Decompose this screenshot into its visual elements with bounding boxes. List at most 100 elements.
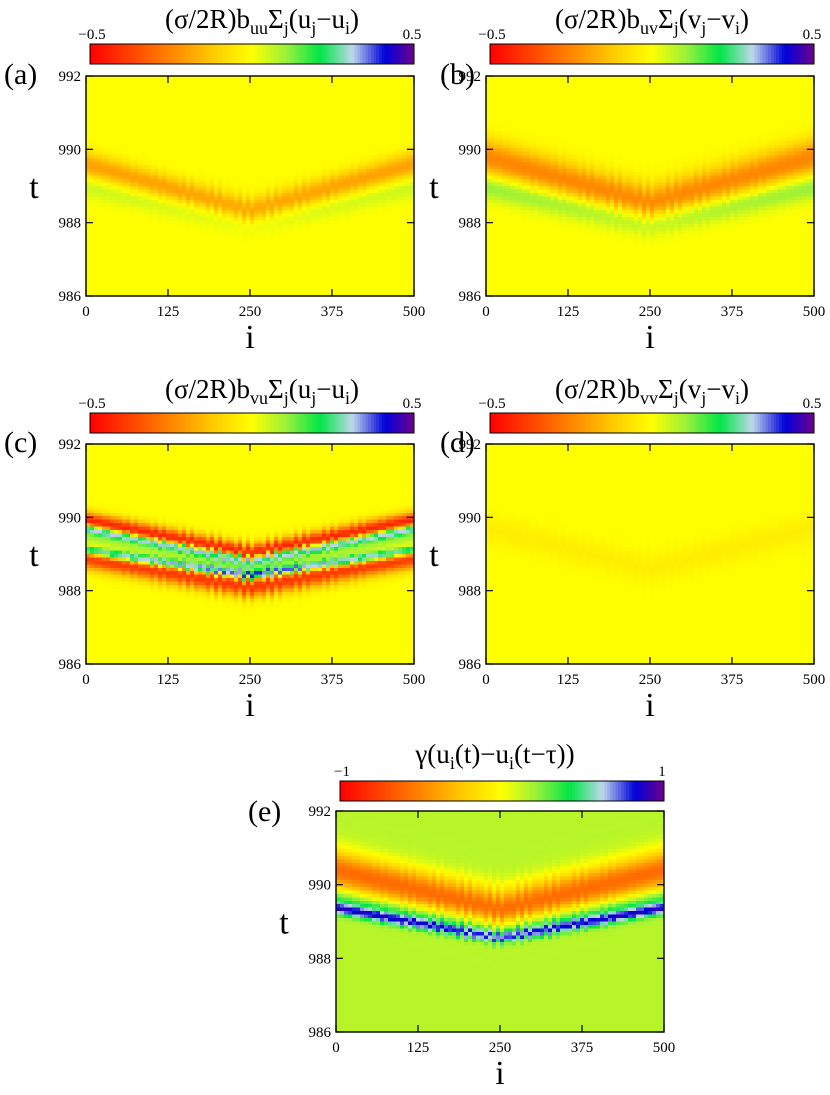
title-part-p3: ) (740, 4, 749, 34)
x-tick-label: 0 (482, 672, 490, 688)
x-tick-label: 500 (403, 672, 426, 688)
x-tick-label: 0 (82, 672, 90, 688)
y-tick-label: 988 (459, 584, 482, 600)
x-tick-label: 375 (721, 672, 744, 688)
panel-title: (σ/2R)buuΣj(uj−ui) (165, 4, 359, 38)
title-part-lead: (σ/2R)b (555, 374, 640, 404)
colorbar-max-label: 1 (658, 764, 666, 780)
title-part-p3: ) (740, 374, 749, 404)
heatmap-field (486, 76, 815, 297)
title-part-p1: (v (679, 4, 702, 34)
panel-label: (d) (440, 426, 475, 459)
title-part-lead: (σ/2R)b (165, 374, 250, 404)
y-tick-label: 992 (59, 437, 82, 453)
y-tick-label: 990 (459, 142, 482, 158)
title-part-sub1: vu (250, 388, 268, 408)
title-part-p2: −u (316, 4, 345, 34)
y-tick-label: 990 (59, 510, 82, 526)
title-part-p1: (u (289, 4, 312, 34)
x-axis-label: i (495, 1055, 504, 1092)
x-tick-label: 125 (557, 672, 580, 688)
heatmap-field (336, 811, 665, 1033)
colorbar-max-label: 0.5 (403, 396, 422, 412)
panel-label: (c) (4, 426, 37, 459)
x-tick-label: 500 (803, 304, 826, 320)
y-tick-label: 986 (459, 657, 482, 673)
x-tick-label: 125 (557, 304, 580, 320)
title-part-p2: −v (706, 374, 735, 404)
title-part-lead: γ(u (414, 739, 450, 769)
heatmap-field (86, 76, 415, 297)
title-part-p2: −u (316, 374, 345, 404)
x-tick-label: 375 (571, 1040, 594, 1056)
x-tick-label: 375 (721, 304, 744, 320)
y-tick-label: 992 (59, 69, 82, 85)
panel-title: γ(ui(t)−ui(t−τ)) (414, 739, 574, 773)
title-part-sym: (t)−u (455, 739, 510, 769)
y-tick-label: 986 (459, 289, 482, 305)
colorbar (90, 44, 415, 64)
y-tick-label: 988 (59, 216, 82, 232)
panel-label: (a) (4, 58, 37, 91)
x-axis-label: i (645, 319, 654, 356)
heatmap-field (486, 444, 815, 665)
y-tick-label: 990 (59, 142, 82, 158)
panel-title: (σ/2R)bvuΣj(uj−ui) (165, 374, 359, 408)
x-tick-label: 375 (321, 304, 344, 320)
x-tick-label: 500 (403, 304, 426, 320)
x-tick-label: 0 (82, 304, 90, 320)
figure: 0 125 250 375 500 986 988 990 992 i t (a) −0.5 0.5 (σ/… (0, 0, 830, 1095)
panel-title: (σ/2R)bvvΣj(vj−vi) (555, 374, 749, 408)
title-part-p1: (t−τ)) (514, 739, 575, 769)
x-tick-label: 500 (803, 672, 826, 688)
x-tick-label: 125 (157, 672, 180, 688)
colorbar-min-label: −1 (334, 764, 350, 780)
y-axis-label: t (279, 905, 289, 942)
title-part-p1: (u (289, 374, 312, 404)
y-tick-label: 990 (459, 510, 482, 526)
y-tick-label: 988 (309, 951, 332, 967)
colorbar (340, 781, 665, 801)
x-axis-label: i (245, 687, 254, 724)
x-tick-label: 0 (482, 304, 490, 320)
heatmap-field (86, 444, 415, 665)
x-tick-label: 250 (639, 304, 662, 320)
x-tick-label: 250 (239, 672, 262, 688)
y-tick-label: 988 (459, 216, 482, 232)
y-axis-label: t (29, 537, 39, 574)
title-part-p2: −v (706, 4, 735, 34)
colorbar-max-label: 0.5 (803, 27, 822, 43)
title-part-sub1: uv (640, 18, 658, 38)
y-tick-label: 990 (309, 878, 332, 894)
colorbar-min-label: −0.5 (78, 396, 105, 412)
x-tick-label: 250 (239, 304, 262, 320)
colorbar-min-label: −0.5 (478, 27, 505, 43)
title-part-sym: Σ (268, 374, 284, 404)
y-tick-label: 992 (309, 804, 332, 820)
y-tick-label: 986 (309, 1025, 332, 1041)
title-part-sym: Σ (268, 4, 284, 34)
x-tick-label: 250 (639, 672, 662, 688)
colorbar-max-label: 0.5 (803, 396, 822, 412)
title-part-p1: (v (679, 374, 702, 404)
colorbar-min-label: −0.5 (478, 396, 505, 412)
x-tick-label: 0 (332, 1040, 340, 1056)
x-axis-label: i (245, 319, 254, 356)
y-tick-label: 986 (59, 657, 82, 673)
title-part-sub1: vv (640, 388, 658, 408)
x-tick-label: 125 (407, 1040, 430, 1056)
panel-title: (σ/2R)buvΣj(vj−vi) (555, 4, 749, 38)
colorbar-min-label: −0.5 (78, 27, 105, 43)
colorbar (90, 413, 415, 433)
x-tick-label: 500 (653, 1040, 676, 1056)
colorbar (490, 44, 815, 64)
panel-label: (e) (248, 795, 281, 828)
x-tick-label: 375 (321, 672, 344, 688)
y-tick-label: 986 (59, 289, 82, 305)
title-part-lead: (σ/2R)b (555, 4, 640, 34)
